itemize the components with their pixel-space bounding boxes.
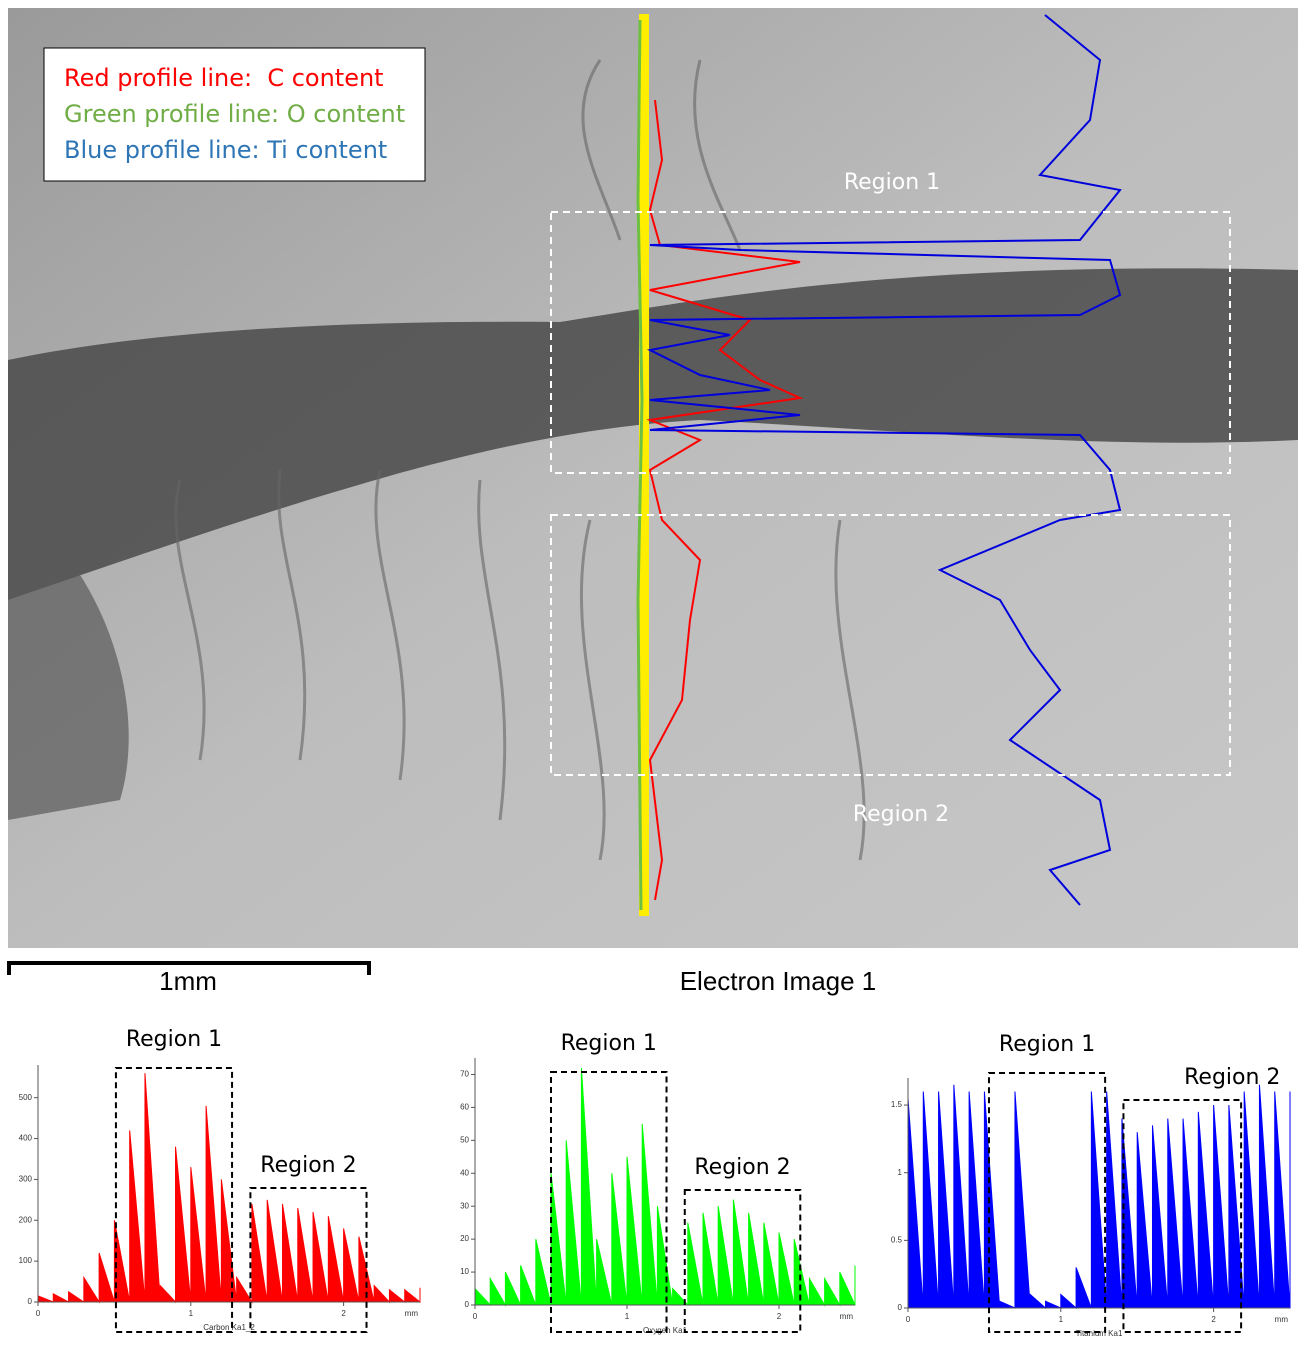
region-label: Region 1	[561, 1031, 657, 1056]
x-tick-label: 1	[625, 1312, 630, 1321]
scale-bar	[7, 961, 371, 975]
dendrites	[174, 59, 866, 861]
region-label: Region 2	[694, 1155, 790, 1180]
green-profile	[636, 19, 644, 911]
area	[474, 1067, 856, 1307]
y-tick-label: 0.5	[891, 1235, 903, 1244]
y-tick-label: 20	[460, 1234, 469, 1243]
region-label: Region 2	[853, 802, 949, 827]
region-label: Region 1	[126, 1027, 222, 1052]
y-tick-label: 70	[460, 1070, 469, 1079]
x-tick-label: 2	[1211, 1315, 1216, 1324]
y-tick-label: 50	[460, 1135, 469, 1144]
y-tick-label: 100	[19, 1256, 33, 1265]
region-box	[683, 1189, 802, 1333]
region-label: Region 2	[260, 1153, 356, 1178]
x-tick-label: 0	[473, 1312, 478, 1321]
x-tick-label: 0	[36, 1309, 41, 1318]
series-label: Carbon Ka1_2	[203, 1323, 255, 1332]
region-label: Region 1	[844, 170, 940, 195]
legend-entry: Red profile line: C content	[64, 64, 384, 92]
dark-band	[8, 268, 1298, 600]
y-tick-label: 1	[898, 1168, 903, 1177]
y-tick-label: 400	[19, 1134, 33, 1143]
y-tick-label: 10	[460, 1267, 469, 1276]
area	[907, 1084, 1291, 1310]
y-tick-label: 40	[460, 1168, 469, 1177]
legend-box	[43, 47, 426, 182]
x-tick-label: 1	[189, 1309, 194, 1318]
blue-profile	[646, 14, 1122, 906]
y-tick-label: 60	[460, 1103, 469, 1112]
y-tick-label: 1.5	[891, 1100, 903, 1109]
x-axis-label: mm	[1275, 1315, 1289, 1324]
y-tick-label: 300	[19, 1175, 33, 1184]
region-box	[550, 211, 1231, 474]
region-box	[987, 1072, 1107, 1333]
caption: Electron Image 1	[680, 966, 877, 996]
area	[37, 1073, 421, 1304]
yellow-line	[639, 14, 649, 916]
y-tick-label: 30	[460, 1201, 469, 1210]
series-label: Oxygen Ka1	[643, 1326, 688, 1335]
x-tick-label: 1	[1059, 1315, 1064, 1324]
y-tick-label: 0	[898, 1303, 903, 1312]
y-tick-label: 200	[19, 1215, 33, 1224]
region-label: Region 2	[1184, 1065, 1280, 1090]
x-tick-label: 2	[777, 1312, 782, 1321]
y-tick-label: 0	[28, 1297, 33, 1306]
scale-label: 1mm	[159, 966, 217, 996]
region-label: Region 1	[999, 1032, 1095, 1057]
legend-entry: Blue profile line: Ti content	[64, 136, 387, 164]
x-axis-label: mm	[405, 1309, 419, 1318]
region-box	[550, 1071, 668, 1333]
x-tick-label: 2	[341, 1309, 346, 1318]
x-tick-label: 0	[906, 1315, 911, 1324]
x-axis-label: mm	[840, 1312, 854, 1321]
legend-entry: Green profile line: O content	[64, 100, 405, 128]
series-label: Titanium Ka1	[1076, 1329, 1123, 1338]
dark-region	[8, 500, 129, 820]
y-tick-label: 500	[19, 1093, 33, 1102]
y-tick-label: 0	[465, 1300, 470, 1309]
region-box	[1122, 1099, 1243, 1333]
region-box	[550, 514, 1231, 776]
